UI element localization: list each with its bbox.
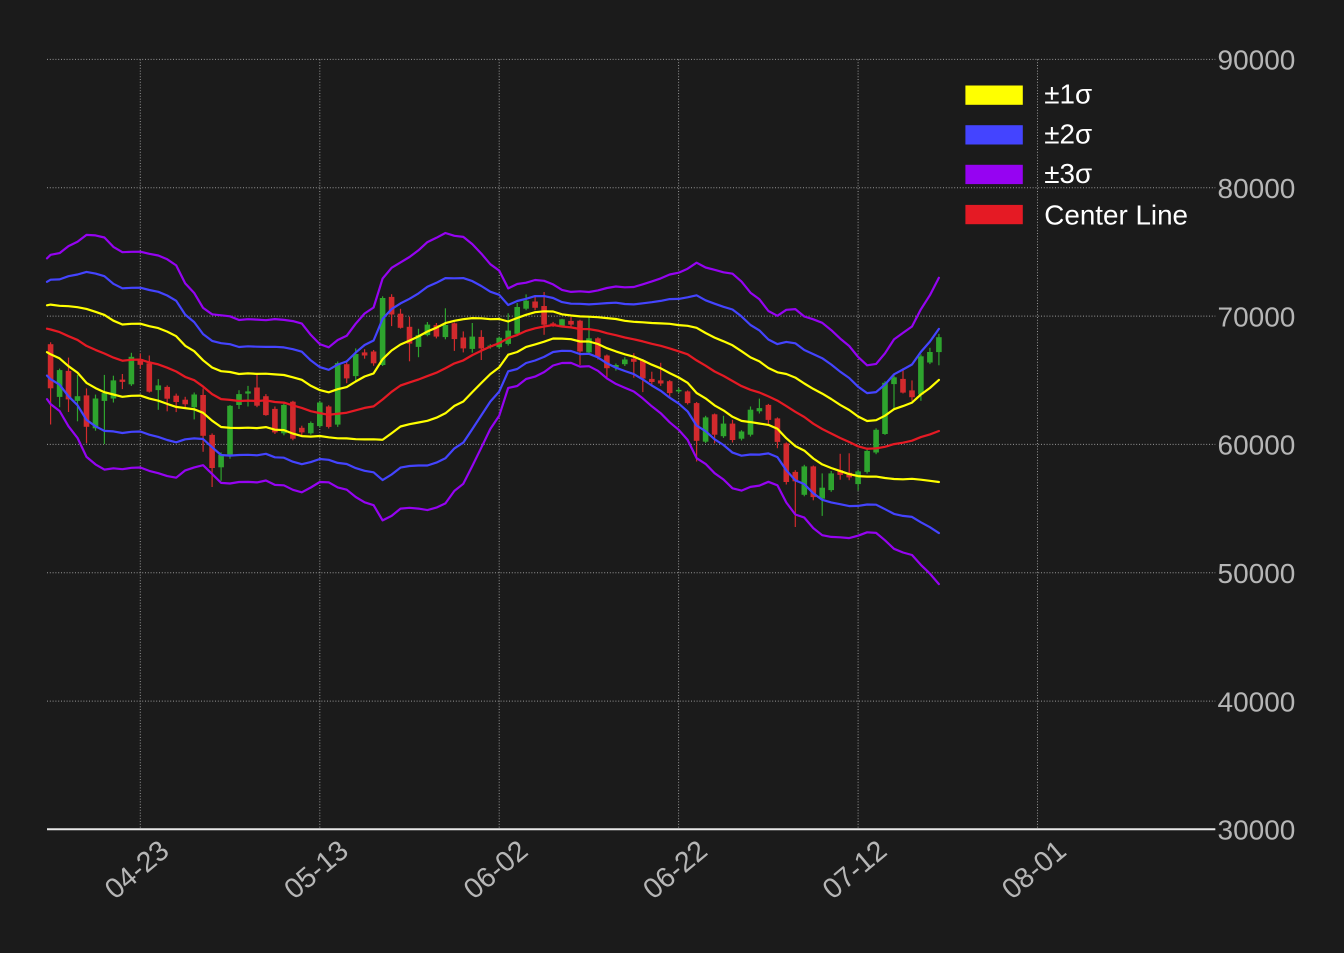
svg-text:70000: 70000 xyxy=(1218,301,1296,332)
svg-text:50000: 50000 xyxy=(1218,558,1296,589)
svg-text:Center Line: Center Line xyxy=(1044,199,1188,230)
svg-text:80000: 80000 xyxy=(1218,173,1296,204)
svg-text:30000: 30000 xyxy=(1218,815,1296,846)
svg-text:40000: 40000 xyxy=(1218,686,1296,717)
svg-text:±2σ: ±2σ xyxy=(1044,118,1092,149)
svg-text:60000: 60000 xyxy=(1218,430,1296,461)
svg-text:±3σ: ±3σ xyxy=(1044,158,1092,189)
svg-text:±1σ: ±1σ xyxy=(1044,79,1092,110)
svg-text:90000: 90000 xyxy=(1218,45,1296,76)
